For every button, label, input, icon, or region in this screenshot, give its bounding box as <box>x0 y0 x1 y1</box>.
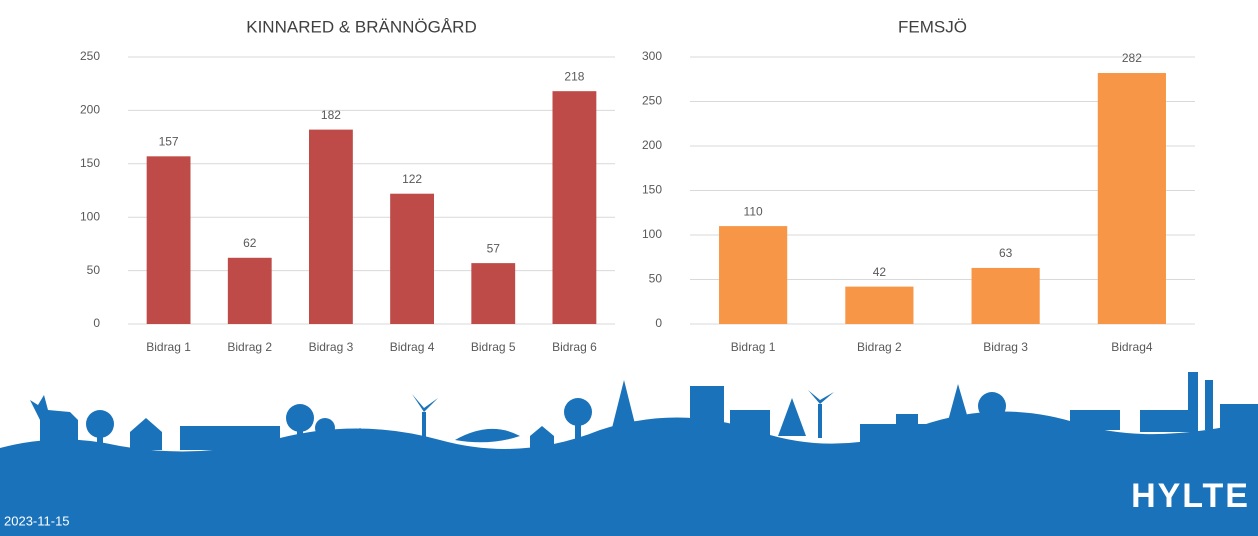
data-label: 282 <box>1122 51 1142 65</box>
x-tick-label: Bidrag 5 <box>471 340 516 354</box>
bar <box>719 226 788 324</box>
data-label: 110 <box>744 204 763 218</box>
x-tick-label: Bidrag4 <box>1111 340 1153 354</box>
data-label: 62 <box>243 236 257 250</box>
bar <box>971 267 1040 324</box>
bar <box>146 156 191 324</box>
y-tick-label: 100 <box>642 227 662 241</box>
y-tick-label: 200 <box>80 103 100 117</box>
y-tick-label: 250 <box>80 49 100 63</box>
x-tick-label: Bidrag 4 <box>390 340 435 354</box>
y-tick-label: 0 <box>93 316 100 330</box>
logo: HYLTE <box>1131 477 1250 515</box>
chart-title: FEMSJÖ <box>898 17 967 36</box>
x-tick-label: Bidrag 1 <box>146 340 191 354</box>
y-tick-label: 250 <box>642 94 662 108</box>
data-label: 63 <box>999 246 1013 260</box>
bar <box>309 129 353 324</box>
data-label: 57 <box>487 241 501 255</box>
y-tick-label: 50 <box>87 263 101 277</box>
y-tick-label: 200 <box>642 138 662 152</box>
y-tick-label: 50 <box>649 272 663 286</box>
x-tick-label: Bidrag 2 <box>857 340 902 354</box>
x-tick-label: Bidrag 2 <box>227 340 272 354</box>
y-tick-label: 150 <box>642 183 662 197</box>
x-tick-label: Bidrag 3 <box>983 340 1028 354</box>
chart-title: KINNARED & BRÄNNÖGÅRD <box>246 17 476 36</box>
bar <box>845 286 914 324</box>
y-tick-label: 100 <box>80 209 100 223</box>
bar <box>552 91 597 325</box>
data-label: 218 <box>564 69 584 83</box>
date: 2023-11-15 <box>4 513 70 528</box>
y-tick-label: 0 <box>655 316 662 330</box>
bar <box>471 263 516 324</box>
bar <box>1097 73 1166 325</box>
bar <box>390 193 434 324</box>
data-label: 122 <box>402 172 422 186</box>
y-tick-label: 300 <box>642 49 662 63</box>
data-label: 182 <box>321 108 341 122</box>
x-tick-label: Bidrag 6 <box>552 340 597 354</box>
x-tick-label: Bidrag 3 <box>309 340 354 354</box>
data-label: 42 <box>873 265 887 279</box>
skyline <box>0 372 1258 536</box>
data-label: 157 <box>159 134 179 148</box>
x-tick-label: Bidrag 1 <box>731 340 776 354</box>
bar <box>227 257 272 324</box>
y-tick-label: 150 <box>80 156 100 170</box>
